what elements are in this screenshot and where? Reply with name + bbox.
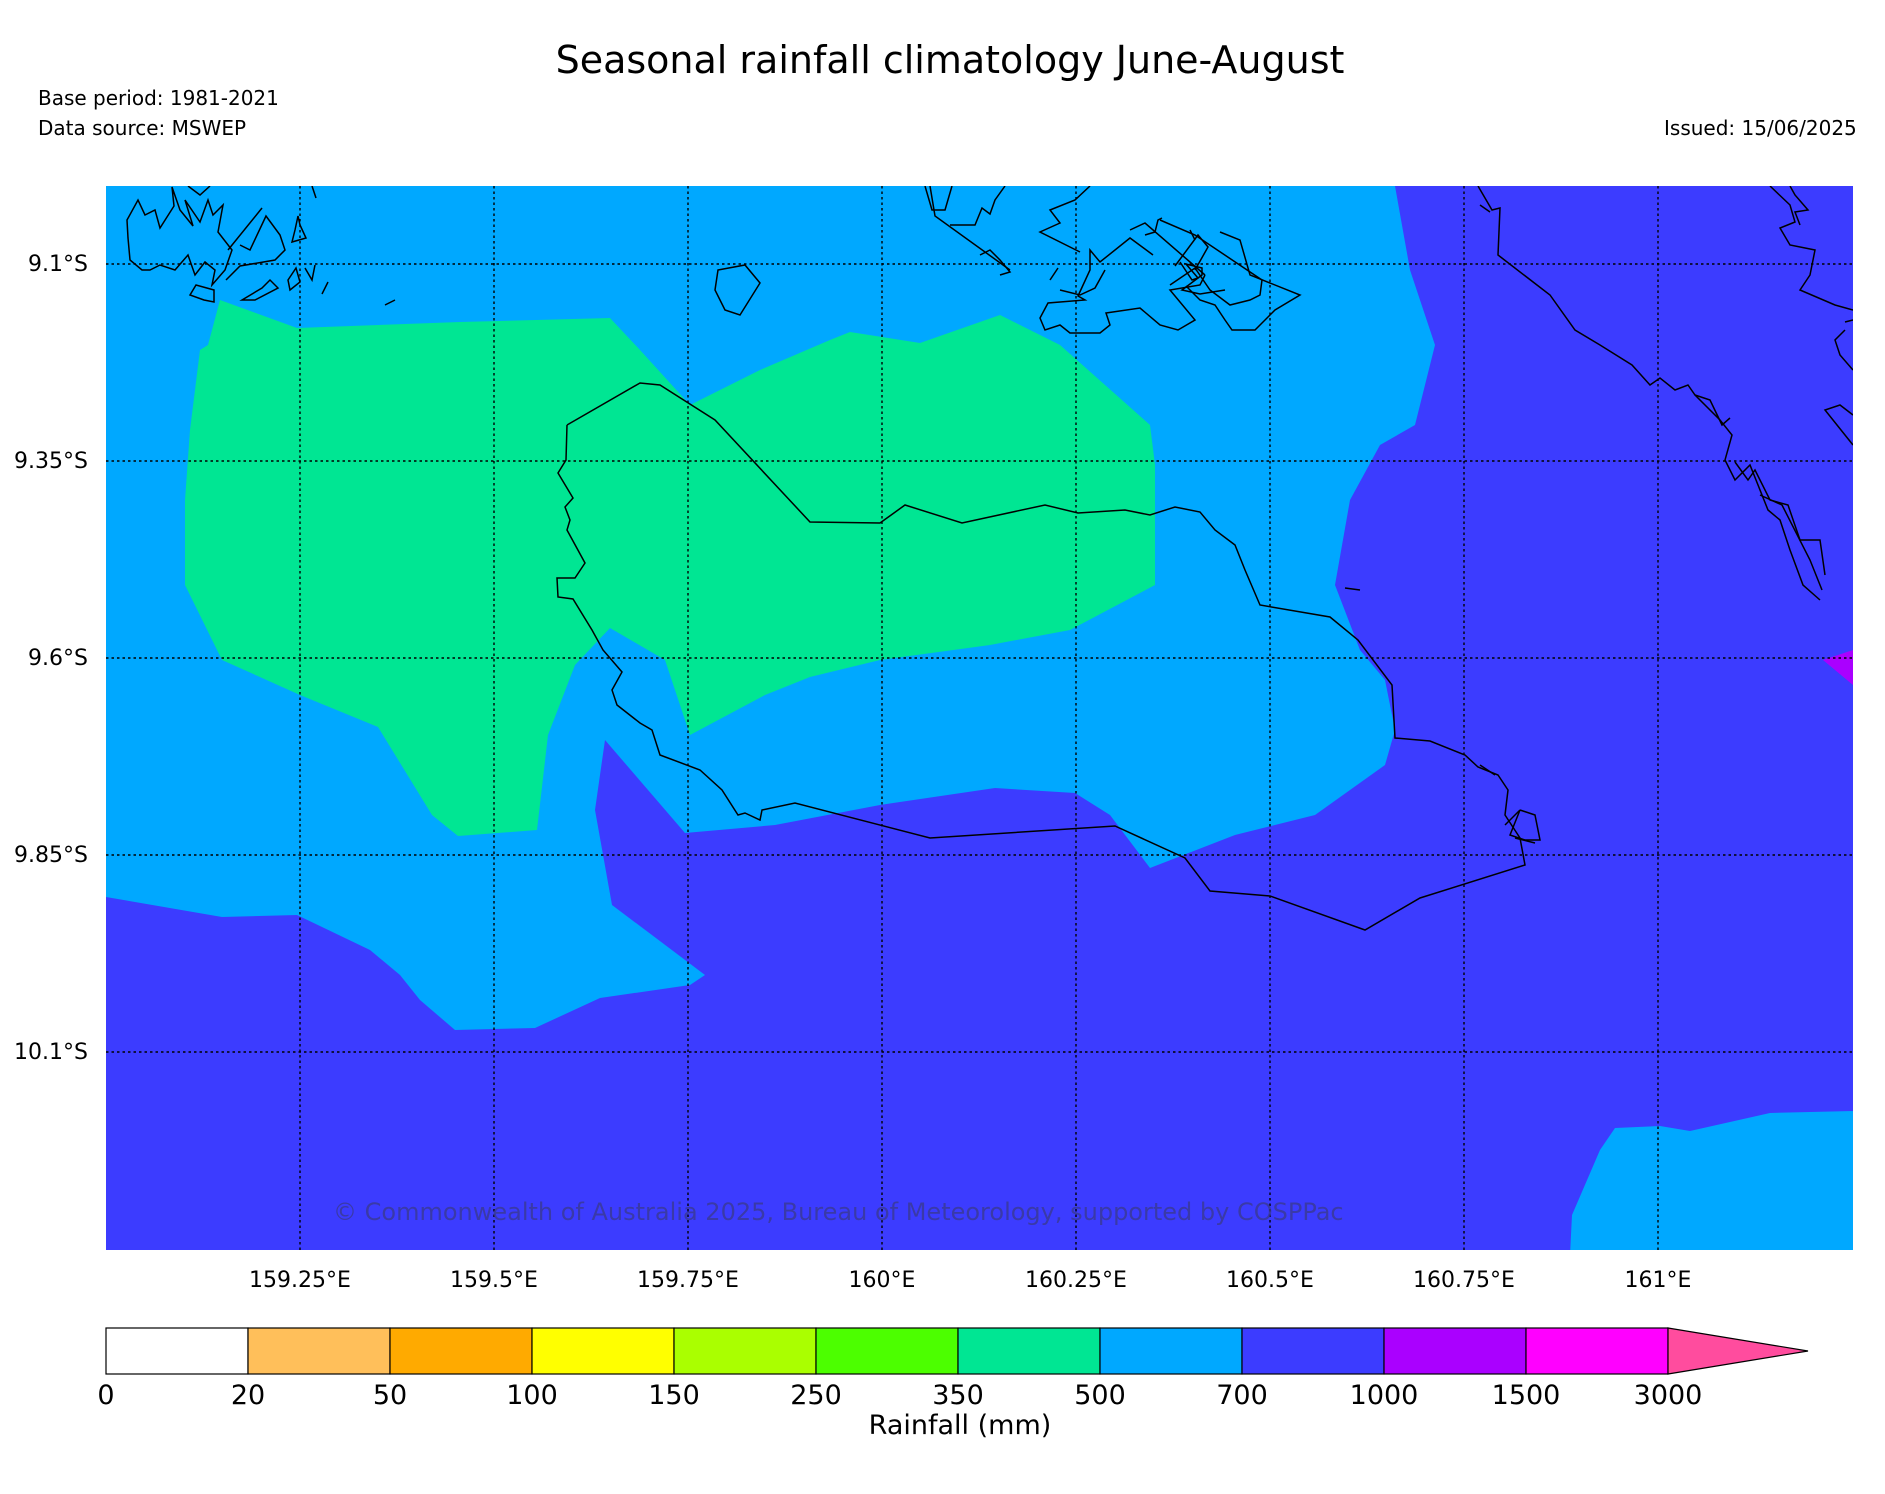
base-period: Base period: 1981-2021 (38, 86, 279, 110)
colorbar-title: Rainfall (mm) (868, 1410, 1052, 1441)
colorbar-tick: 500 (1074, 1380, 1126, 1411)
colorbar-tick: 250 (790, 1380, 842, 1411)
colorbar-tick: 20 (230, 1380, 266, 1411)
lon-label: 160.75°E (1413, 1268, 1515, 1293)
colorbar-tick: 0 (97, 1380, 115, 1411)
lon-label: 159.25°E (249, 1268, 351, 1293)
lon-label: 160.5°E (1226, 1268, 1314, 1293)
lat-label: 9.1°S (28, 252, 88, 277)
chart-title: Seasonal rainfall climatology June-Augus… (555, 38, 1345, 82)
lat-label: 9.85°S (14, 843, 88, 868)
issued-date: Issued: 15/06/2025 (1664, 116, 1857, 140)
colorbar-tick: 1000 (1349, 1380, 1419, 1411)
lon-label: 160.25°E (1025, 1268, 1127, 1293)
lon-label: 160°E (848, 1268, 916, 1293)
lat-label: 10.1°S (14, 1040, 88, 1065)
colorbar-tick: 3000 (1633, 1380, 1703, 1411)
lon-label: 159.75°E (637, 1268, 739, 1293)
colorbar-tick: 100 (506, 1380, 558, 1411)
colorbar-tick: 50 (372, 1380, 408, 1411)
rain-band-350-500 (185, 300, 1155, 836)
rain-band-500-700-south (1570, 1111, 1853, 1250)
lat-label: 9.6°S (28, 646, 88, 671)
rain-band-1000-1500 (1823, 650, 1853, 685)
gridlines (106, 186, 1853, 1250)
coastlines (126, 186, 1853, 931)
copyright-notice: © Commonwealth of Australia 2025, Bureau… (333, 1198, 1344, 1226)
data-source: Data source: MSWEP (38, 116, 247, 140)
colorbar-tick: 1500 (1491, 1380, 1561, 1411)
colorbar-tick: 700 (1216, 1380, 1268, 1411)
lon-label: 161°E (1624, 1268, 1692, 1293)
colorbar-tick: 150 (648, 1380, 700, 1411)
lat-label: 9.35°S (14, 449, 88, 474)
colorbar-tick: 350 (932, 1380, 984, 1411)
lon-label: 159.5°E (450, 1268, 538, 1293)
